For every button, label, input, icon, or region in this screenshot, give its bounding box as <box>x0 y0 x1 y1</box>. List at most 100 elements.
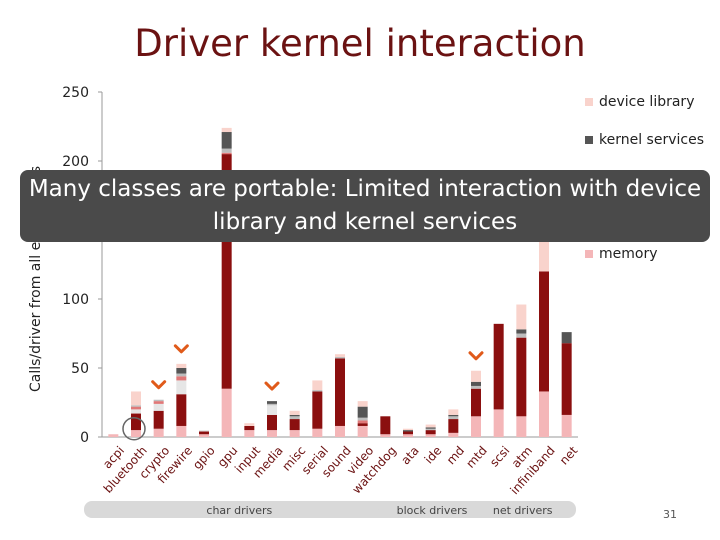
x-tick-label: gpio <box>190 444 218 473</box>
bar-segment <box>267 401 277 404</box>
y-tick-label: 200 <box>62 154 89 170</box>
bar-segment <box>221 152 232 155</box>
bar-segment <box>448 409 459 415</box>
bar-segment <box>539 271 549 392</box>
bar-segment <box>561 332 572 344</box>
bar-segment <box>221 388 232 437</box>
legend-label: kernel services <box>599 132 704 148</box>
bar-segment <box>425 428 436 431</box>
bar-segment <box>471 388 481 417</box>
bar-segment <box>289 416 300 420</box>
bar-segment <box>380 416 391 435</box>
bar-segment <box>539 391 549 437</box>
y-tick-label: 0 <box>80 430 89 446</box>
bar-segment <box>176 373 187 377</box>
y-tick-label: 50 <box>71 361 89 377</box>
bar-segment <box>221 148 232 153</box>
bar-segment <box>493 323 504 410</box>
bar-segment <box>335 358 345 426</box>
bar-segment <box>221 154 232 389</box>
bar-segment <box>312 428 323 437</box>
bar-segment <box>267 430 277 437</box>
bar-segment <box>312 390 323 392</box>
bar-segment <box>448 416 459 420</box>
bar-segment <box>425 424 436 428</box>
bar-segment <box>471 370 481 382</box>
bar-segment <box>131 430 141 437</box>
bar-segment <box>425 430 436 435</box>
bar-segment <box>335 354 345 357</box>
legend-swatch <box>585 136 593 144</box>
legend-swatch <box>585 250 593 258</box>
bar-segment <box>131 405 141 407</box>
bar-segment <box>335 425 345 437</box>
bar-segment <box>516 337 527 417</box>
bar-segment <box>131 391 141 406</box>
bar-segment <box>335 356 345 359</box>
bar-segment <box>108 434 119 437</box>
bar-segment <box>153 401 164 404</box>
bar-segment <box>516 329 527 334</box>
legend-swatch <box>585 98 593 106</box>
x-tick-label: ata <box>398 444 421 468</box>
x-tick-label: net <box>557 443 581 467</box>
group-band <box>84 501 395 518</box>
bar-segment <box>289 410 300 415</box>
bar-segment <box>357 420 368 424</box>
bar-segment <box>425 427 436 429</box>
bar-segment <box>153 428 164 437</box>
bar-segment <box>403 428 413 431</box>
x-tick-label: scsi <box>487 444 512 470</box>
bar-segment <box>176 425 187 437</box>
bar-segment <box>153 410 164 429</box>
bar-segment <box>448 414 459 417</box>
bar-segment <box>357 425 368 437</box>
bar-segment <box>176 368 187 374</box>
y-tick-label: 250 <box>62 85 89 101</box>
bar-segment <box>267 414 277 431</box>
bar-segment <box>244 423 255 426</box>
y-tick-label: 100 <box>62 292 89 308</box>
bar-segment <box>176 380 187 395</box>
group-band <box>469 501 576 518</box>
bar-segment <box>131 413 141 431</box>
x-tick-label: mtd <box>463 444 489 471</box>
bar-segment <box>493 409 504 437</box>
bar-segment <box>403 430 413 432</box>
legend-label: device library <box>599 94 694 110</box>
bar-segment <box>357 423 368 426</box>
x-tick-label: ide <box>422 444 445 467</box>
bar-segment <box>176 376 187 381</box>
bar-segment <box>425 434 436 437</box>
bar-segment <box>516 333 527 338</box>
bar-segment <box>471 385 481 389</box>
bar-segment <box>471 381 481 386</box>
slide-title: Driver kernel interaction <box>134 22 586 65</box>
group-band <box>378 501 486 518</box>
bar-segment <box>131 409 141 414</box>
bar-segment <box>516 416 527 437</box>
bar-segment <box>516 304 527 330</box>
bar-segment <box>244 425 255 431</box>
bar-segment <box>244 430 255 437</box>
bar-segment <box>448 419 459 433</box>
bar-segment <box>221 127 232 133</box>
bar-segment <box>221 132 232 149</box>
bar-segment <box>153 403 164 411</box>
group-label: net drivers <box>493 504 553 517</box>
highlight-chevron <box>151 380 167 390</box>
bar-segment <box>267 405 277 415</box>
bar-segment <box>289 419 300 431</box>
bar-segment <box>153 399 164 402</box>
bar-segment <box>199 431 209 435</box>
callout-banner: Many classes are portable: Limited inter… <box>20 170 710 242</box>
bar-segment <box>539 216 549 272</box>
legend-label: memory <box>599 246 658 262</box>
bar-segment <box>131 406 141 410</box>
highlight-circle <box>122 416 146 441</box>
bar-segment <box>289 430 300 437</box>
bar-segment <box>312 380 323 391</box>
bar-segment <box>561 414 572 437</box>
group-label: block drivers <box>397 504 468 517</box>
